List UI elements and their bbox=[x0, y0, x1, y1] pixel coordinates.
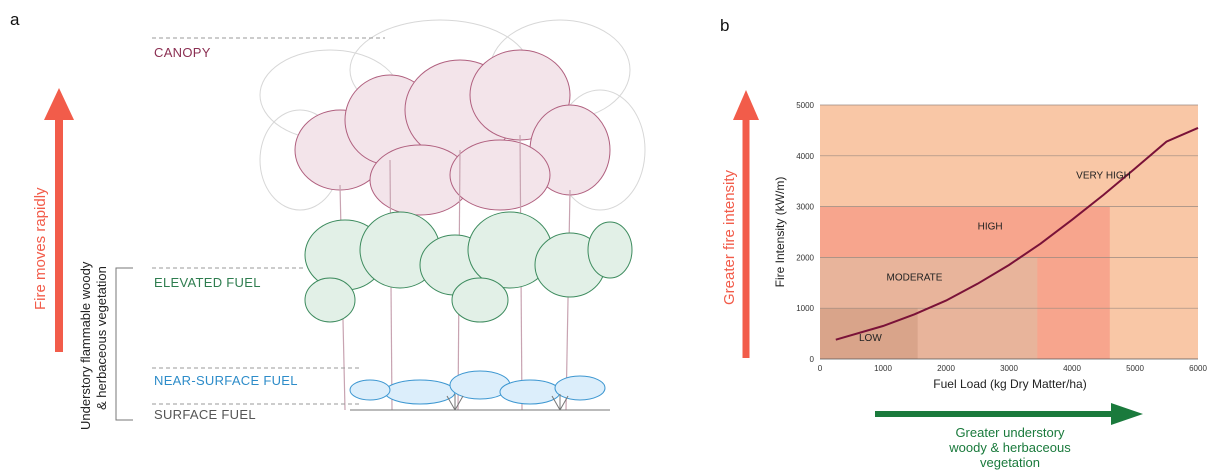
curve-layer bbox=[835, 126, 1199, 341]
near-surface-fuel-label: NEAR-SURFACE FUEL bbox=[154, 373, 298, 388]
intensity-zones bbox=[820, 105, 1198, 359]
canopy-label: CANOPY bbox=[154, 45, 211, 60]
x-tick-4000: 4000 bbox=[1063, 364, 1081, 373]
bottom-label-line2: woody & herbaceous bbox=[949, 440, 1071, 455]
bottom-label-line1: Greater understory bbox=[955, 425, 1065, 440]
understory-bracket bbox=[115, 267, 133, 421]
panel-b-letter: b bbox=[720, 16, 730, 35]
x-axis-label: Fuel Load (kg Dry Matter/ha) bbox=[933, 377, 1086, 391]
understory-label-line2: & herbaceous vegetation bbox=[94, 266, 109, 410]
y-tick-2000: 2000 bbox=[796, 253, 814, 262]
panel-a-letter: a bbox=[10, 10, 20, 29]
y-tick-5000: 5000 bbox=[796, 101, 814, 110]
fire-intensity-chart: 0 1000 2000 3000 4000 5000 0 1000 2000 3000 4000 5… bbox=[773, 101, 1208, 391]
x-tick-0: 0 bbox=[818, 364, 823, 373]
y-tick-labels: 0 1000 2000 3000 4000 5000 bbox=[796, 101, 814, 364]
y-tick-1000: 1000 bbox=[796, 304, 814, 313]
greater-understory-label: Greater understory woody & herbaceous ve… bbox=[880, 425, 1140, 470]
fire-moves-rapidly-label: Fire moves rapidly bbox=[32, 187, 49, 310]
x-tick-2000: 2000 bbox=[937, 364, 955, 373]
surface-fuel-litter bbox=[350, 394, 610, 411]
x-tick-labels: 0 1000 2000 3000 4000 5000 6000 bbox=[818, 364, 1208, 373]
chart-gridlines bbox=[820, 104, 1198, 360]
zone-labels: LOW MODERATE HIGH VERY HIGH bbox=[859, 171, 1131, 345]
surface-fuel-label: SURFACE FUEL bbox=[154, 407, 256, 422]
elevated-fuel-shrubs bbox=[304, 211, 633, 323]
y-tick-0: 0 bbox=[810, 355, 815, 364]
x-tick-3000: 3000 bbox=[1000, 364, 1018, 373]
bottom-vegetation-arrow bbox=[875, 403, 1143, 425]
understory-label-line1: Understory flammable woody bbox=[78, 261, 93, 430]
fire-moves-rapidly-arrow bbox=[44, 88, 74, 352]
x-tick-1000: 1000 bbox=[874, 364, 892, 373]
side-intensity-arrow bbox=[733, 90, 759, 358]
zone-label-moderate: MODERATE bbox=[887, 272, 943, 283]
x-tick-6000: 6000 bbox=[1189, 364, 1207, 373]
greater-fire-intensity-label: Greater fire intensity bbox=[721, 169, 738, 305]
forest-illustration bbox=[44, 19, 646, 421]
canopy-trees bbox=[294, 49, 611, 216]
elevated-fuel-label: ELEVATED FUEL bbox=[154, 275, 261, 290]
y-tick-3000: 3000 bbox=[796, 203, 814, 212]
zone-low bbox=[820, 308, 918, 359]
near-surface-fuel-ferns bbox=[349, 370, 606, 405]
zone-label-very-high: VERY HIGH bbox=[1076, 171, 1131, 182]
zone-label-low: LOW bbox=[859, 333, 882, 344]
zone-label-high: HIGH bbox=[978, 221, 1003, 232]
fire-intensity-curve bbox=[835, 126, 1199, 341]
bottom-label-line3: vegetation bbox=[980, 455, 1040, 470]
y-tick-4000: 4000 bbox=[796, 152, 814, 161]
y-axis-label: Fire Intensity (kW/m) bbox=[773, 177, 787, 288]
layer-guide-lines bbox=[152, 37, 385, 405]
x-tick-5000: 5000 bbox=[1126, 364, 1144, 373]
